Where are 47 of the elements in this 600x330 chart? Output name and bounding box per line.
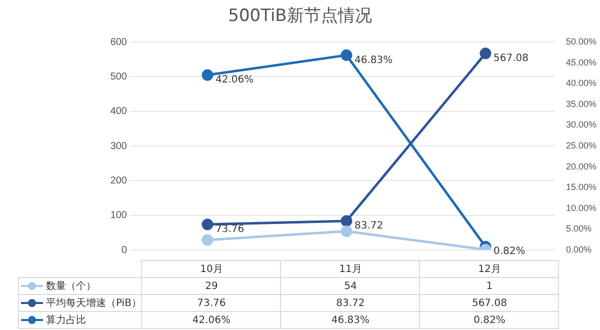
y2-tick-label: 20.00%	[566, 161, 597, 172]
chart-title: 500TiB新节点情况	[227, 5, 373, 27]
y2-tick-label: 45.00%	[566, 57, 597, 68]
y-tick-label: 300	[110, 140, 128, 152]
data-label: 29	[142, 278, 281, 294]
legend-label: 平均每天增速（PiB）	[18, 294, 142, 312]
legend-label: 数量（个）	[18, 278, 142, 294]
y-tick-label: 500	[110, 71, 128, 82]
legend-label: 算力占比	[18, 312, 142, 328]
y2-tick-label: 10.00%	[566, 202, 597, 213]
y2-tick-label: 25.00%	[566, 140, 597, 150]
y2-tick-label: 50.00%	[566, 36, 597, 46]
text: 0.82%	[494, 246, 526, 258]
point	[340, 226, 352, 238]
y2-tick-label: 30.00%	[566, 120, 597, 130]
y-tick-label: 100	[110, 210, 128, 222]
x-tick-label: 10月	[142, 260, 281, 278]
y2-tick-label: 5.00%	[566, 224, 592, 234]
y2-tick-label: 40.00%	[566, 78, 597, 88]
y-tick-label: 400	[110, 106, 128, 118]
point	[202, 69, 214, 81]
text: 83.72	[354, 220, 384, 232]
y2-tick-label: 0.00%	[566, 244, 592, 254]
data-label: 83.72	[280, 294, 420, 312]
x-tick-label: 11月	[280, 260, 420, 278]
y2-tick-label: 35.00%	[566, 98, 597, 109]
point	[340, 49, 352, 61]
text: 567.08	[494, 53, 528, 64]
text: 46.83%	[354, 54, 393, 66]
data-label: 0.82%	[420, 312, 559, 328]
point	[202, 218, 214, 230]
data-label: 567.08	[420, 294, 559, 312]
data-label: 42.06%	[142, 312, 281, 328]
data-label: 46.83%	[280, 312, 420, 328]
data-label: 1	[420, 278, 559, 294]
data-label: 54	[280, 278, 420, 294]
y-tick-label: 0	[121, 244, 128, 256]
text: 73.76	[216, 224, 244, 236]
y2-tick-label: 15.00%	[566, 182, 597, 192]
point	[480, 48, 492, 60]
y-tick-label: 200	[110, 175, 128, 186]
y-tick-label: 600	[110, 36, 128, 48]
data-label: 73.76	[142, 294, 281, 312]
point	[202, 234, 214, 246]
text: 42.06%	[216, 74, 254, 86]
x-tick-label: 12月	[420, 260, 559, 278]
point	[340, 215, 352, 227]
